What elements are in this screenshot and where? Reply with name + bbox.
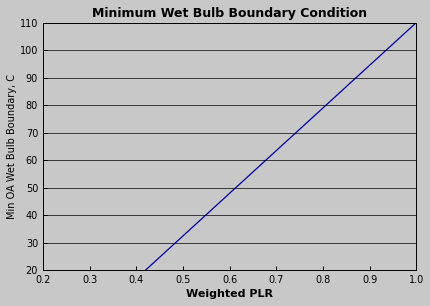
Y-axis label: Min OA Wet Bulb Boundary, C: Min OA Wet Bulb Boundary, C [7, 74, 17, 219]
Title: Minimum Wet Bulb Boundary Condition: Minimum Wet Bulb Boundary Condition [92, 7, 366, 20]
X-axis label: Weighted PLR: Weighted PLR [186, 289, 273, 299]
